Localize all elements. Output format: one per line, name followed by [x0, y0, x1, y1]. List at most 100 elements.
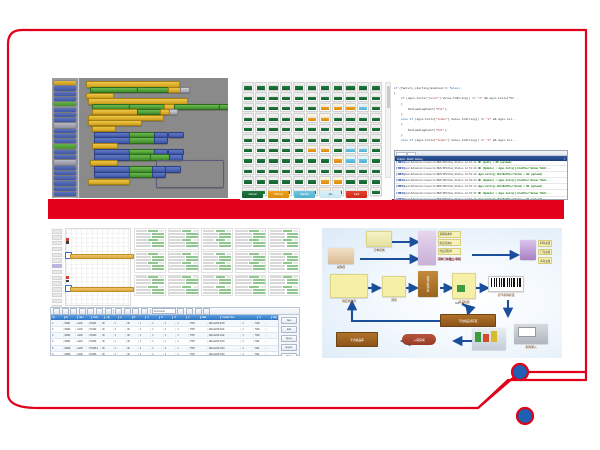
palette-block-16[interactable] — [54, 165, 76, 170]
planning-sidebar-row[interactable] — [51, 240, 63, 246]
status-cell[interactable] — [370, 123, 382, 134]
status-cell[interactable] — [280, 82, 293, 92]
status-cell[interactable] — [267, 113, 280, 123]
status-cell[interactable] — [331, 165, 344, 176]
status-cell[interactable] — [306, 123, 318, 134]
planning-sidebar-row[interactable] — [51, 246, 63, 252]
status-cell[interactable] — [293, 165, 306, 176]
status-cell[interactable] — [344, 102, 357, 113]
status-cell[interactable] — [344, 123, 357, 134]
block-call-3[interactable] — [174, 103, 220, 111]
status-cell[interactable] — [370, 113, 382, 123]
data-grid-side-button[interactable]: New — [281, 317, 297, 324]
palette-block-4[interactable] — [54, 102, 76, 107]
status-cell[interactable] — [242, 82, 254, 92]
block-value-1[interactable] — [137, 86, 169, 93]
status-cell[interactable] — [254, 165, 267, 176]
flow-node-quality-check[interactable]: 料品检验 — [452, 273, 476, 304]
palette-block-3[interactable] — [54, 96, 76, 102]
data-grid-side-button[interactable]: Print — [281, 353, 297, 356]
status-cell[interactable] — [344, 113, 357, 123]
status-cell[interactable] — [344, 165, 357, 176]
marker-dark-1[interactable] — [66, 241, 69, 244]
status-cell[interactable] — [293, 92, 306, 102]
palette-block-2[interactable] — [54, 91, 76, 96]
status-cell[interactable] — [331, 144, 344, 155]
status-cell[interactable] — [331, 155, 344, 165]
planning-column[interactable] — [167, 228, 200, 306]
status-cell[interactable] — [306, 165, 318, 176]
status-cell[interactable] — [254, 176, 267, 186]
planning-group[interactable] — [201, 228, 233, 250]
planning-sidebar-row[interactable] — [51, 252, 63, 257]
status-cell[interactable] — [280, 102, 293, 113]
status-cell[interactable] — [254, 144, 267, 155]
toolbar-icon-3[interactable] — [78, 307, 86, 315]
status-cell[interactable] — [254, 102, 267, 113]
status-cell[interactable] — [357, 82, 370, 92]
flow-node-put-away[interactable] — [472, 328, 506, 350]
palette-block-6[interactable] — [54, 112, 76, 117]
planning-group[interactable] — [134, 274, 166, 297]
block-val-b2[interactable] — [129, 154, 151, 161]
table-row[interactable]: 6 00006 A-106 P0-006 30 1 00 1 1 1 1 TH07 2014-12-05… — [51, 351, 279, 355]
status-cell[interactable] — [344, 92, 357, 102]
block-setter-1[interactable] — [90, 86, 138, 93]
planning-sidebar-row[interactable] — [51, 281, 63, 286]
status-cell[interactable] — [357, 134, 370, 144]
toolbar-icon-11[interactable] — [177, 307, 185, 315]
palette-block-18[interactable] — [54, 176, 76, 181]
status-cell[interactable] — [306, 102, 318, 113]
planning-group[interactable] — [134, 228, 166, 250]
status-cell[interactable] — [242, 155, 254, 165]
status-grid-scrollbar[interactable] — [385, 82, 391, 178]
status-cell[interactable] — [280, 144, 293, 155]
status-cell[interactable] — [242, 165, 254, 176]
status-cell[interactable] — [306, 92, 318, 102]
status-cell[interactable] — [293, 113, 306, 123]
status-cell[interactable] — [370, 155, 382, 165]
toolbar-icon-0[interactable] — [53, 307, 60, 315]
console-log-row[interactable]: [INFO]mes\Schedule\resource\MES/OPCItem_… — [395, 166, 567, 173]
status-cell[interactable] — [318, 144, 331, 155]
planning-sidebar-row[interactable] — [51, 298, 63, 304]
flow-node-supplier-desk[interactable]: 采购员 — [328, 248, 354, 269]
planning-group[interactable] — [167, 251, 200, 274]
planning-column[interactable] — [201, 228, 233, 306]
marker-red-2[interactable] — [66, 276, 69, 279]
table-row[interactable]: 5 00005 A-105 P0-005-1 30 1 00 1 1 1 1 TH07 2014-12-… — [51, 345, 279, 352]
status-cell[interactable] — [242, 113, 254, 123]
status-cell[interactable] — [306, 155, 318, 165]
palette-block-13[interactable] — [54, 149, 76, 154]
status-cell[interactable] — [280, 165, 293, 176]
status-cell[interactable] — [357, 113, 370, 123]
planning-sidebar-row[interactable] — [51, 287, 63, 292]
status-cell[interactable] — [280, 155, 293, 165]
planning-group[interactable] — [201, 251, 233, 274]
console-tabbar[interactable] — [395, 151, 567, 157]
data-grid-header-cell[interactable]: Item — [78, 316, 92, 320]
toolbar-icon-8[interactable] — [123, 307, 131, 315]
planning-column[interactable] — [268, 228, 300, 306]
status-cell[interactable] — [293, 144, 306, 155]
data-grid-header-cell[interactable]: C — [146, 316, 160, 320]
console-log-row[interactable]: [INFO]mes\Schedule\resource\MES/OPCItem_… — [395, 172, 567, 179]
palette-block-11[interactable] — [54, 139, 76, 144]
status-cell[interactable] — [370, 165, 382, 176]
data-grid-header-cell[interactable]: No — [51, 316, 65, 320]
status-cell[interactable] — [344, 144, 357, 155]
data-grid-header-cell[interactable]: Date — [201, 316, 222, 320]
toolbar-icon-7[interactable] — [115, 307, 123, 315]
planning-column[interactable] — [234, 228, 267, 306]
task-bar-2[interactable] — [70, 286, 134, 293]
data-grid-header-cell[interactable]: S — [258, 316, 272, 320]
status-cell[interactable] — [370, 102, 382, 113]
data-grid-header-cell[interactable]: Qty — [105, 316, 120, 320]
status-cell[interactable] — [280, 134, 293, 144]
block-arg-a1[interactable] — [168, 131, 184, 139]
status-cell[interactable] — [344, 134, 357, 144]
status-cell[interactable] — [267, 144, 280, 155]
status-cell[interactable] — [242, 176, 254, 186]
console-close-icon[interactable]: x — [563, 156, 565, 161]
status-cell[interactable] — [344, 155, 357, 165]
